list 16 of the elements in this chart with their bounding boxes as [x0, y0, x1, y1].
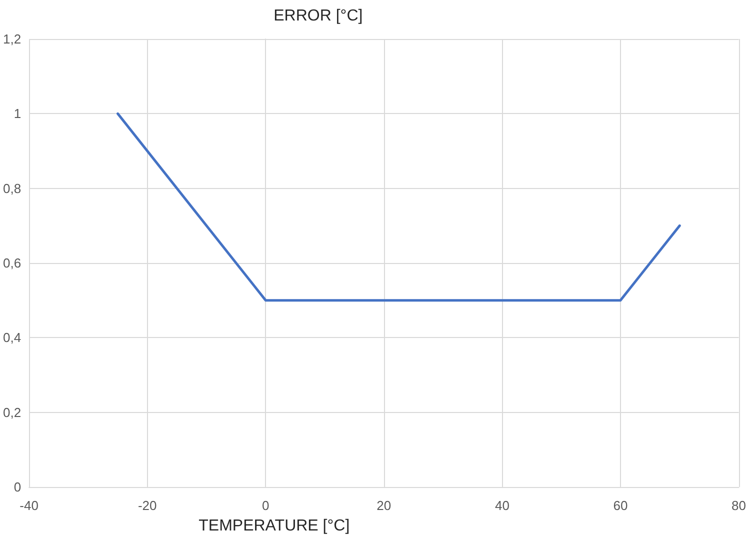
x-tick-label: 80	[732, 498, 746, 513]
y-tick-label: 0,6	[2, 256, 22, 270]
x-tick-label: -20	[138, 498, 157, 513]
x-tick-label: 40	[494, 498, 510, 513]
y-tick-label: 1,2	[2, 32, 22, 46]
y-tick-label: 0,4	[2, 330, 22, 346]
y-tick-label: 1	[14, 106, 22, 122]
x-tick-label: 0	[262, 498, 270, 513]
x-axis-title: TEMPERATURE [°C]	[198, 518, 350, 534]
y-tick-label: 0	[14, 480, 22, 494]
y-axis-title: ERROR [°C]	[274, 8, 363, 24]
y-tick-label: 0,8	[2, 180, 22, 196]
x-tick-label: 20	[376, 498, 392, 513]
x-tick-label: -40	[20, 498, 38, 513]
y-tick-label: 0,2	[2, 404, 22, 420]
x-tick-label: 60	[613, 498, 628, 513]
